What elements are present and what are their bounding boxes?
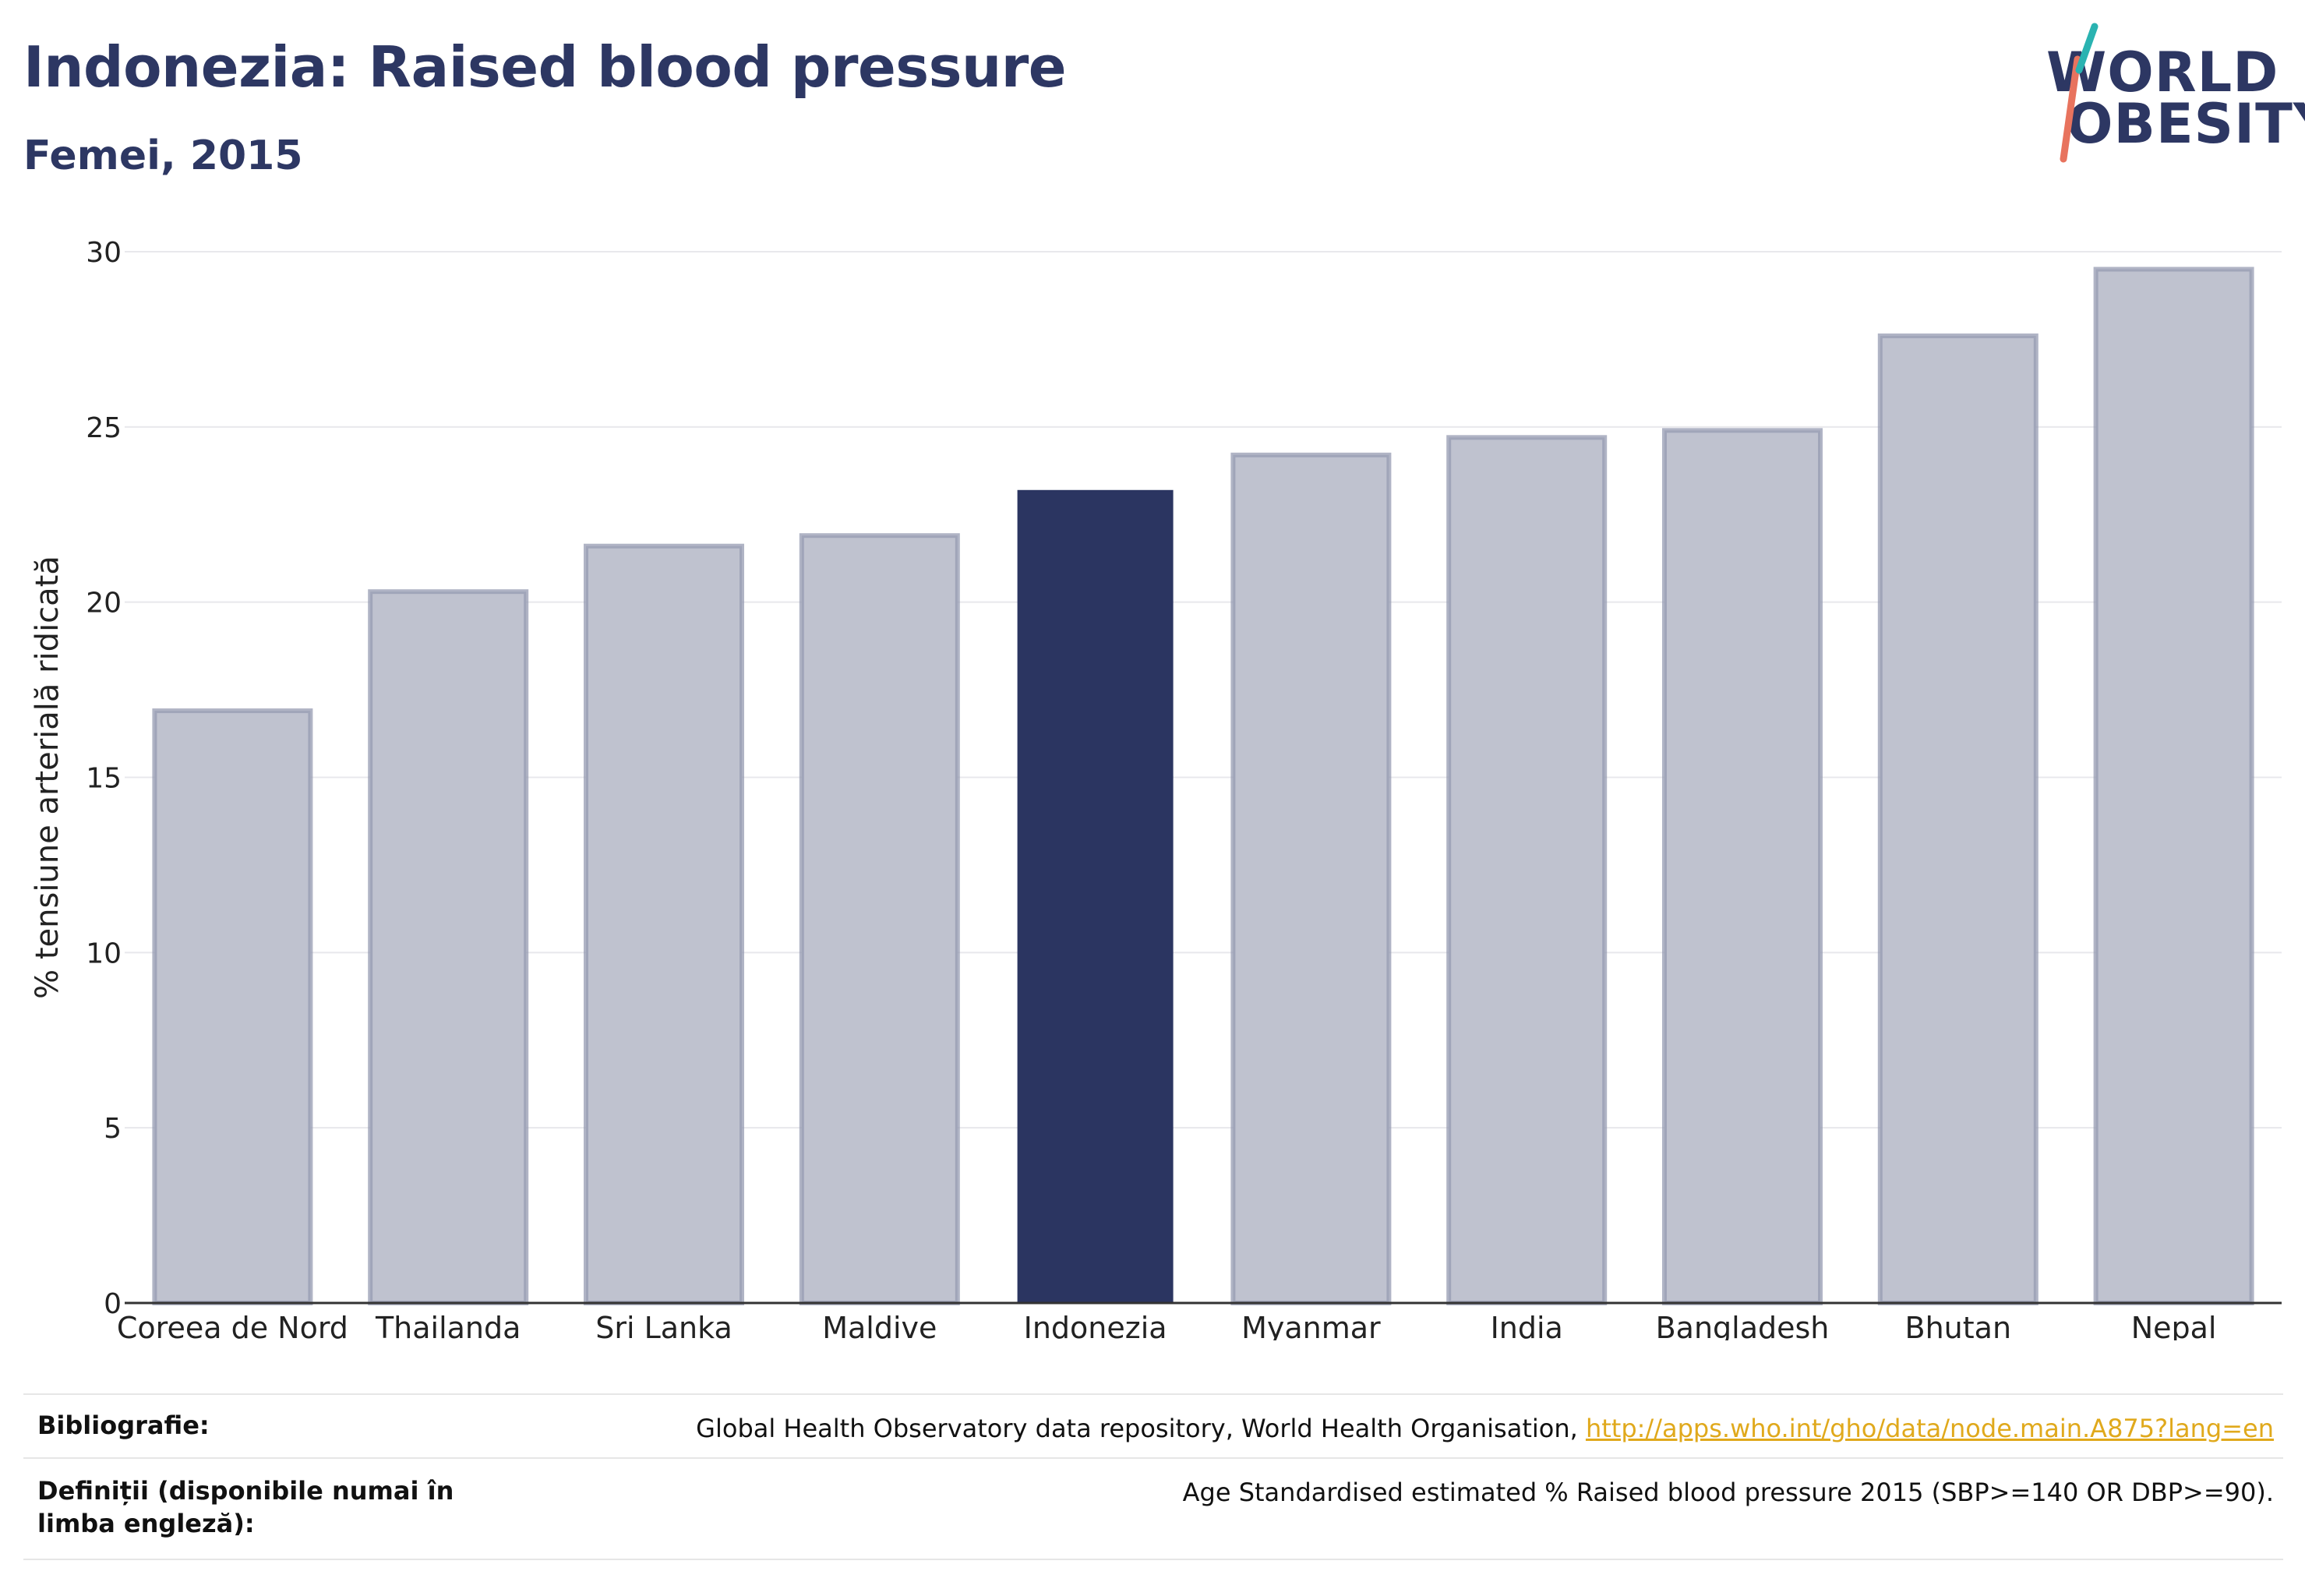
bibliography-link[interactable]: http://apps.who.int/gho/data/node.main.A… [1585,1414,2274,1443]
y-tick-label: 25 [86,412,122,444]
chart-subtitle: Femei, 2015 [23,132,303,179]
tick-labels: 0 5 10 15 20 25 30 Coreea de Nord Thailanda Sri L… [30,237,2216,1340]
bar-indonezia[interactable] [1017,489,1174,1303]
y-tick-label: 20 [86,588,122,620]
x-tick-label: Sri Lanka [595,1311,732,1340]
x-tick-label: Nepal [2131,1311,2217,1340]
bar-sri-lanka[interactable] [584,543,744,1306]
y-tick-label: 15 [86,763,122,795]
logo-line-2: OBESITY [2067,92,2305,156]
y-tick-label: 0 [104,1288,122,1320]
x-tick-label: Coreea de Nord [117,1311,348,1340]
y-tick-label: 10 [86,937,122,969]
y-axis-title: % tensiune arterială ridicată [30,556,65,999]
y-tick-label: 30 [86,237,122,269]
x-tick-label: Thailanda [375,1311,521,1340]
chart-title: Indonezia: Raised blood pressure [23,34,1067,100]
y-tick-label: 5 [104,1113,122,1145]
x-tick-label: Bhutan [1905,1311,2012,1340]
x-tick-label: Maldive [822,1311,937,1340]
bar-thailanda[interactable] [368,589,529,1305]
bibliography-text: Global Health Observatory data repositor… [696,1414,1586,1443]
bar-myanmar[interactable] [1230,452,1392,1306]
bibliography-label: Bibliografie: [37,1411,210,1440]
world-obesity-logo: WORLD OBESITY [2034,22,2305,170]
definitions-row: Definiții (disponibile numai în limba en… [23,1457,2283,1560]
logo-slash-icon [2060,23,2099,163]
bars [152,267,2254,1306]
definitions-label: Definiții (disponibile numai în limba en… [37,1476,454,1538]
x-tick-label: India [1491,1311,1563,1340]
bibliography-value: Global Health Observatory data repositor… [696,1414,2274,1443]
chart-footer: Bibliografie: Global Health Observatory … [23,1393,2283,1565]
bar-bhutan[interactable] [1877,333,2038,1305]
bibliography-row: Bibliografie: Global Health Observatory … [23,1393,2283,1459]
x-tick-label: Indonezia [1024,1311,1167,1340]
bar-chart: 0 5 10 15 20 25 30 Coreea de Nord Thailanda Sri L… [30,237,2282,1340]
x-tick-label: Myanmar [1241,1311,1381,1340]
bar-nepal[interactable] [2093,267,2254,1306]
bar-bangladesh[interactable] [1662,428,1823,1306]
bar-coreea-de-nord[interactable] [152,708,313,1305]
definitions-value: Age Standardised estimated % Raised bloo… [1182,1478,2274,1507]
bar-maldive[interactable] [799,533,960,1306]
bar-india[interactable] [1446,435,1608,1305]
x-tick-label: Bangladesh [1656,1311,1830,1340]
